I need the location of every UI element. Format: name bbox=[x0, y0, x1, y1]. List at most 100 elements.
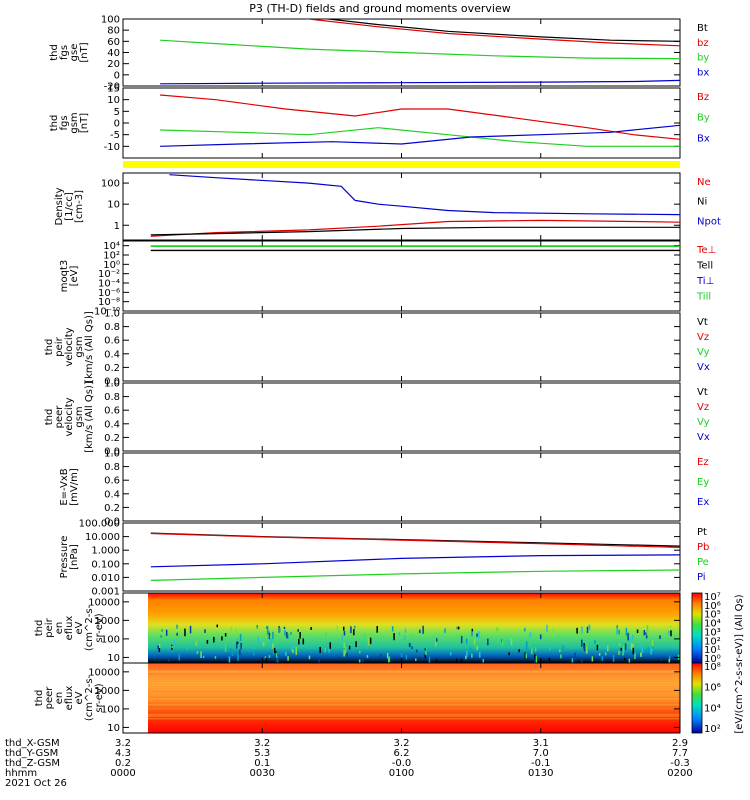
y-tick-label: 100.000 bbox=[79, 519, 120, 530]
colorbar-tick: 10⁶ bbox=[704, 683, 721, 694]
y-tick-label: 0.6 bbox=[104, 336, 120, 347]
ephemeris-value: 2.9 bbox=[672, 738, 688, 749]
y-tick-label: 0.100 bbox=[91, 559, 120, 570]
colorbar-label: [eV/(cm^2-s-sr-eV)] (All Qs) bbox=[734, 594, 745, 733]
y-tick-label: -20 bbox=[104, 82, 120, 93]
series-line-Pe bbox=[150, 569, 680, 581]
y-tick-label: 0.0 bbox=[104, 447, 120, 458]
ephemeris-row-label: hhmm bbox=[5, 768, 37, 779]
legend-entry: Bt bbox=[697, 23, 708, 34]
ephemeris-value: -0.1 bbox=[531, 758, 551, 769]
ephemeris-value: 0.1 bbox=[254, 758, 270, 769]
y-tick-label: 0.4 bbox=[104, 349, 120, 360]
y-tick-label: 1.0 bbox=[104, 449, 120, 460]
colorbar-tick: 10² bbox=[704, 724, 721, 735]
ephemeris-value: 0.2 bbox=[115, 758, 131, 769]
y-axis-label: thdpeirvelocitygsm[km/s (All Qs)] bbox=[44, 311, 95, 383]
legend-entry: Vx bbox=[697, 362, 710, 373]
y-tick-label: 100 bbox=[101, 179, 120, 190]
legend-entry: bz bbox=[697, 38, 709, 49]
panels: 100806040200-20thdfgsgse[nT]Btbzbybx1510… bbox=[34, 15, 745, 736]
colorbar-tick: 10⁵ bbox=[704, 610, 721, 621]
y-tick-label: 100 bbox=[101, 634, 120, 645]
y-tick-label: 100 bbox=[101, 15, 120, 26]
legend-entry: Vt bbox=[697, 317, 708, 328]
y-tick-label: 0.0 bbox=[104, 517, 120, 528]
y-tick-label: 10⁻⁸ bbox=[98, 297, 120, 308]
series-line-Bz bbox=[160, 94, 680, 140]
y-tick-label: -5 bbox=[110, 130, 120, 141]
panel-peir-vel: 1.0 0.8 0.6 0.4 0.2 0.0 thdpeirvelocitygsm[km/… bbox=[44, 309, 710, 388]
colorbar-tick: 10⁸ bbox=[704, 662, 721, 673]
ephemeris-value: 0030 bbox=[250, 768, 275, 779]
series-line-Pi bbox=[150, 554, 680, 568]
series-line-Pb bbox=[150, 532, 680, 548]
ephemeris-row-label: thd_Y-GSM bbox=[5, 748, 58, 759]
ephemeris-value: 5.3 bbox=[254, 748, 270, 759]
legend-entry: Vt bbox=[697, 387, 708, 398]
legend-entry: Vz bbox=[697, 402, 709, 413]
y-tick-label: 1.0 bbox=[104, 309, 120, 320]
y-tick-label: 40 bbox=[107, 48, 120, 59]
legend-entry: bx bbox=[697, 67, 709, 78]
y-tick-label: 0.0 bbox=[104, 377, 120, 388]
legend-entry: by bbox=[697, 53, 709, 64]
y-axis-label: thdpeirenefluxeV(cm^2-s-sr-eV) bbox=[34, 604, 105, 651]
ephemeris-value: 0100 bbox=[389, 768, 414, 779]
y-tick-label: 15 bbox=[107, 84, 120, 95]
y-tick-label: 1000 bbox=[95, 686, 120, 697]
ephemeris-value: 3.2 bbox=[254, 738, 270, 749]
y-tick-label: 10⁻¹⁰ bbox=[94, 307, 120, 318]
legend-entry: Bz bbox=[697, 92, 709, 103]
y-tick-label: 0.6 bbox=[104, 476, 120, 487]
ephemeris-value: 7.0 bbox=[533, 748, 549, 759]
colorbar-tick: 10⁷ bbox=[704, 592, 721, 603]
series-line-Ne bbox=[150, 219, 680, 237]
y-tick-label: 10.000 bbox=[85, 532, 120, 543]
ephemeris-value: 3.2 bbox=[115, 738, 131, 749]
y-tick-label: 0.2 bbox=[104, 433, 120, 444]
legend-entry: Ni bbox=[697, 197, 707, 208]
colorbar-tick: 10⁴ bbox=[704, 703, 721, 714]
panel-pressure: 100.000 10.000 1.000 0.100 0.010 0.001 Pressur… bbox=[59, 519, 709, 598]
panel-frame bbox=[122, 382, 681, 452]
spectrogram-peer-spec bbox=[123, 663, 680, 733]
y-axis-label: thdpeerenefluxeV(cm^2-s-sr-eV) bbox=[34, 674, 105, 721]
y-axis-label: moqt3[eV] bbox=[59, 260, 80, 293]
legend-entry: Pb bbox=[697, 542, 709, 553]
series-line-By bbox=[160, 127, 680, 147]
ephemeris-value: -0.3 bbox=[670, 758, 690, 769]
panel-efield: 1.0 0.8 0.6 0.4 0.2 0.0 E=-VxB[mV/m] Ez Ey Ex bbox=[59, 449, 709, 528]
y-tick-label: 1.000 bbox=[91, 546, 120, 557]
ephemeris-row-label: thd_X-GSM bbox=[5, 738, 60, 749]
y-tick-label: 80 bbox=[107, 26, 120, 37]
y-tick-label: 5 bbox=[114, 107, 120, 118]
figure-title: P3 (TH-D) fields and ground moments over… bbox=[249, 2, 511, 15]
y-tick-label: 0.8 bbox=[104, 392, 120, 403]
panel-peir-spec: 10000100010010thdpeirenefluxeV(cm^2-s-sr… bbox=[34, 592, 745, 734]
y-tick-label: 0.8 bbox=[104, 322, 120, 333]
legend-entry: Ti⊥ bbox=[696, 276, 714, 287]
ephemeris-value: 6.2 bbox=[394, 748, 410, 759]
series-line-Pt bbox=[150, 532, 680, 547]
legend-entry: Ex bbox=[697, 497, 709, 508]
panel-peer-vel: 1.0 0.8 0.6 0.4 0.2 0.0 thdpeervelocitygsm[km/… bbox=[44, 379, 710, 458]
legend-entry: Pe bbox=[697, 557, 709, 568]
legend-entry: Pi bbox=[697, 572, 706, 583]
panel-frame bbox=[122, 240, 681, 312]
y-axis-label: Density[1/cc][cm-3] bbox=[54, 187, 85, 225]
y-tick-label: 0.001 bbox=[91, 587, 120, 598]
y-tick-label: 10 bbox=[107, 95, 120, 106]
series-line-by bbox=[160, 39, 680, 60]
status-bar bbox=[123, 161, 680, 168]
y-tick-label: 0.8 bbox=[104, 462, 120, 473]
ephemeris-value: -0.0 bbox=[392, 758, 412, 769]
y-tick-label: 0.6 bbox=[104, 406, 120, 417]
y-axis-label: thdpeervelocitygsm[km/s (All Qs)] bbox=[44, 381, 95, 453]
y-axis-label: Pressure[nPa] bbox=[59, 536, 80, 579]
y-tick-label: 100 bbox=[101, 704, 120, 715]
date-label: 2021 Oct 26 bbox=[5, 778, 67, 789]
